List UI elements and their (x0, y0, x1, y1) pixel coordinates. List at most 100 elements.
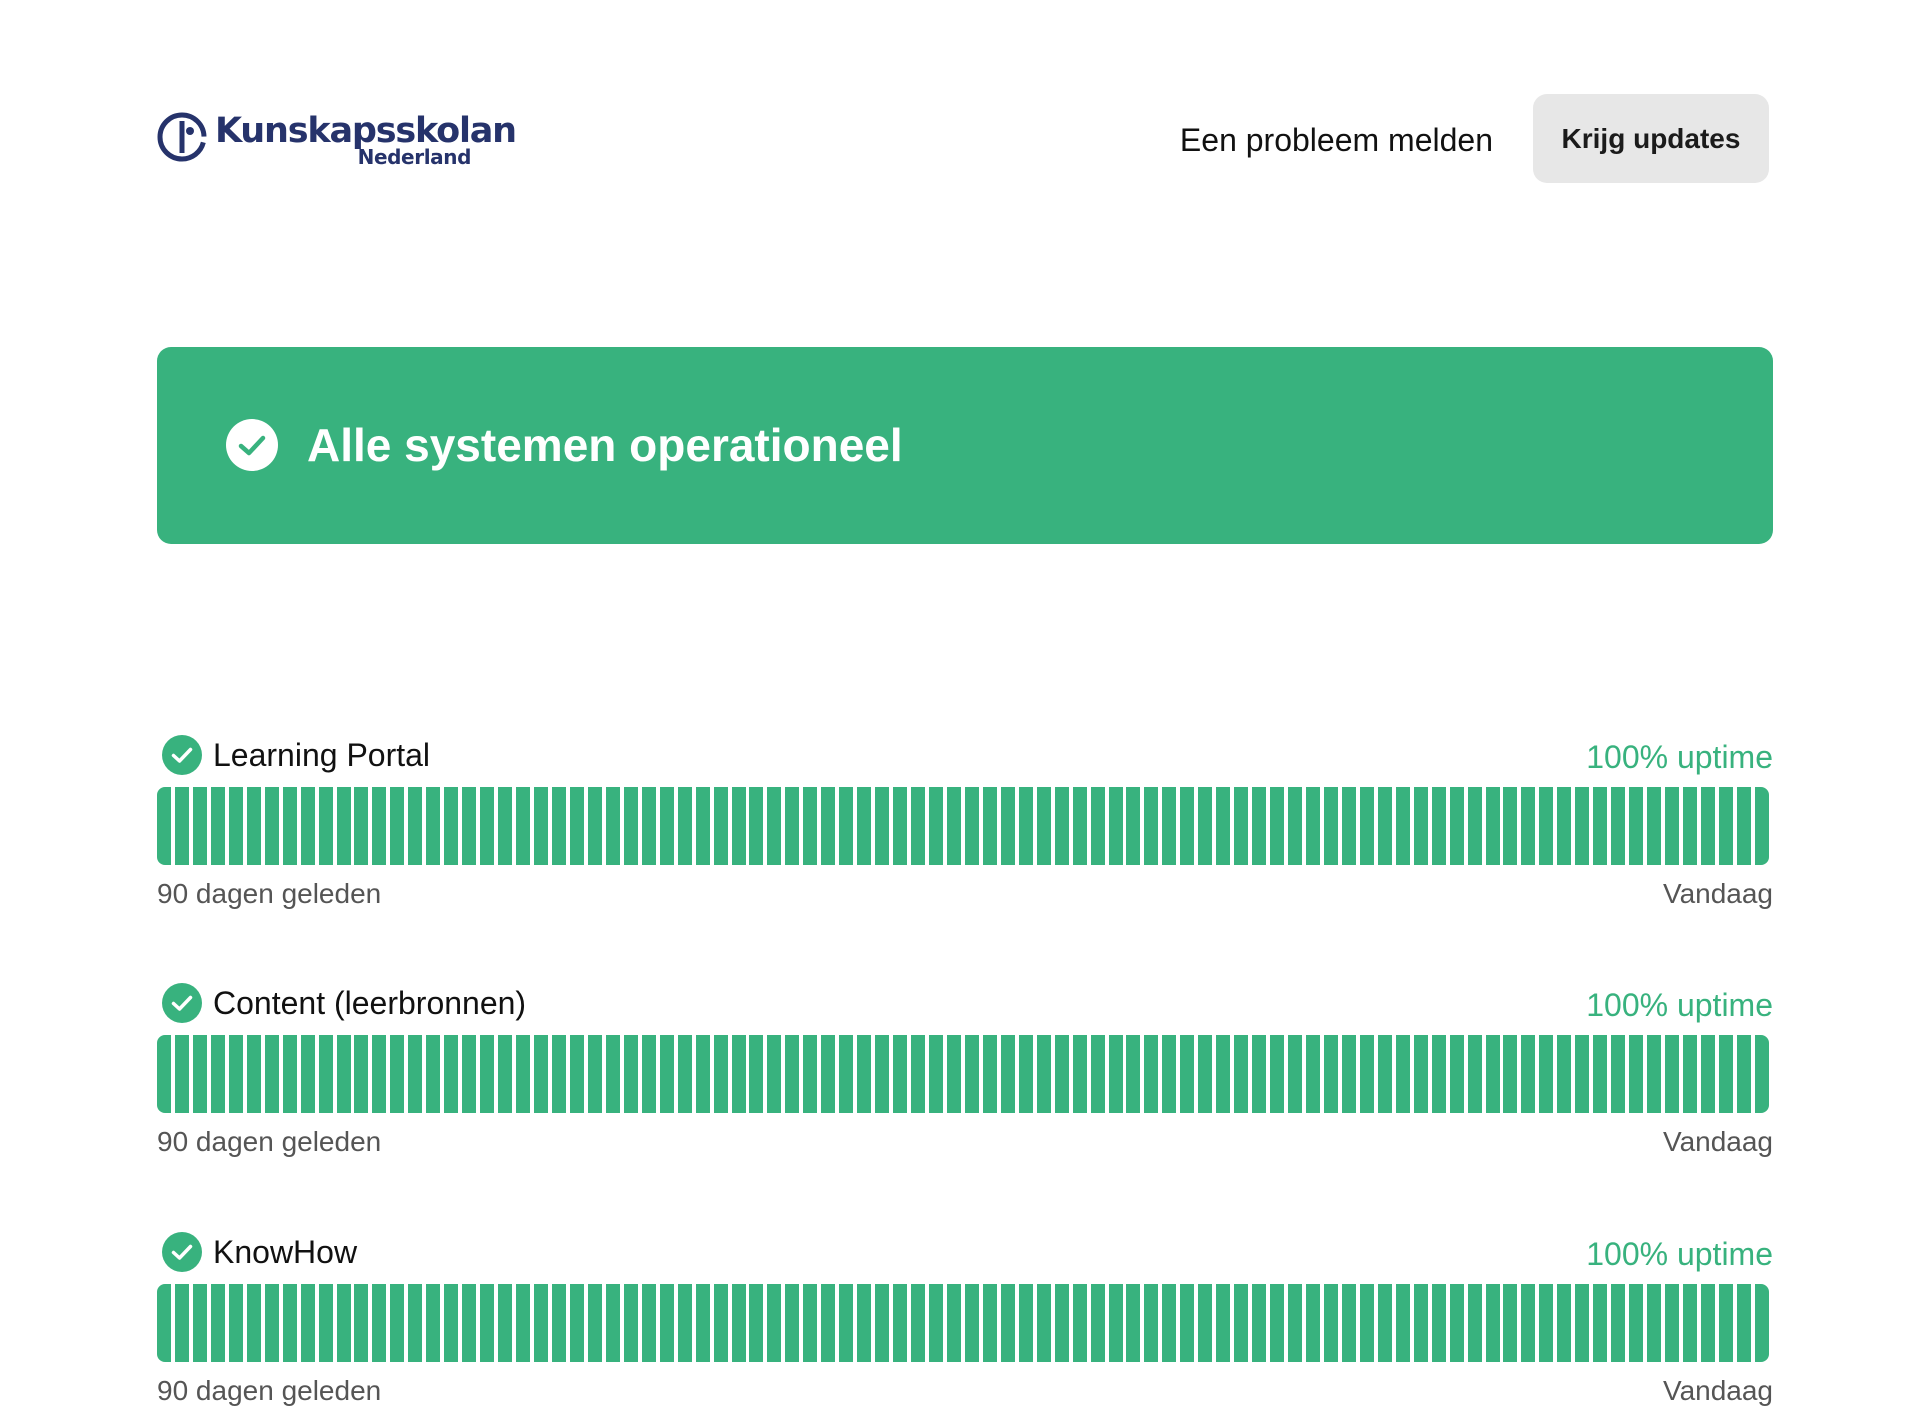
uptime-day-bar[interactable] (1736, 787, 1751, 865)
uptime-day-bar[interactable] (1431, 1284, 1446, 1362)
uptime-day-bar[interactable] (875, 1284, 890, 1362)
uptime-day-bar[interactable] (767, 787, 782, 865)
uptime-day-bar[interactable] (1467, 787, 1482, 865)
uptime-day-bar[interactable] (1216, 1284, 1231, 1362)
uptime-day-bar[interactable] (318, 1284, 333, 1362)
uptime-day-bar[interactable] (1000, 1284, 1015, 1362)
uptime-day-bar[interactable] (1413, 1035, 1428, 1113)
uptime-day-bar[interactable] (1144, 1284, 1159, 1362)
uptime-day-bar[interactable] (1647, 1284, 1662, 1362)
uptime-day-bar[interactable] (1144, 1035, 1159, 1113)
uptime-day-bar[interactable] (1629, 787, 1644, 865)
uptime-day-bar[interactable] (1162, 787, 1177, 865)
uptime-day-bar[interactable] (246, 787, 261, 865)
uptime-day-bar[interactable] (1377, 787, 1392, 865)
uptime-day-bar[interactable] (426, 787, 441, 865)
uptime-day-bar[interactable] (569, 1035, 584, 1113)
uptime-day-bar[interactable] (174, 1035, 189, 1113)
uptime-day-bar[interactable] (1000, 1035, 1015, 1113)
uptime-day-bar[interactable] (731, 787, 746, 865)
uptime-day-bar[interactable] (1431, 787, 1446, 865)
uptime-day-bar[interactable] (785, 1035, 800, 1113)
uptime-day-bar[interactable] (1359, 1284, 1374, 1362)
uptime-day-bar[interactable] (282, 1284, 297, 1362)
uptime-day-bar[interactable] (1503, 787, 1518, 865)
uptime-day-bar[interactable] (336, 787, 351, 865)
uptime-day-bar[interactable] (695, 1035, 710, 1113)
uptime-day-bar[interactable] (1306, 1035, 1320, 1113)
uptime-day-bar[interactable] (982, 787, 997, 865)
uptime-day-bar[interactable] (1665, 787, 1680, 865)
report-problem-link[interactable]: Een probleem melden (1179, 122, 1493, 158)
uptime-day-bar[interactable] (462, 1284, 477, 1362)
uptime-day-bar[interactable] (1665, 1035, 1680, 1113)
uptime-day-bar[interactable] (1288, 1035, 1303, 1113)
uptime-day-bar[interactable] (1700, 787, 1715, 865)
uptime-day-bar[interactable] (192, 1284, 207, 1362)
uptime-day-bar[interactable] (677, 1035, 692, 1113)
uptime-day-bar[interactable] (803, 787, 818, 865)
uptime-day-bar[interactable] (1539, 1035, 1554, 1113)
uptime-day-bar[interactable] (587, 1035, 602, 1113)
uptime-day-bar[interactable] (1700, 1035, 1715, 1113)
uptime-day-bar[interactable] (1521, 787, 1536, 865)
uptime-day-bar[interactable] (1449, 787, 1464, 865)
uptime-day-bar[interactable] (1090, 1035, 1105, 1113)
uptime-day-bar[interactable] (1700, 1284, 1715, 1362)
uptime-day-bar[interactable] (1611, 787, 1626, 865)
uptime-day-bar[interactable] (1036, 1035, 1051, 1113)
uptime-day-bar[interactable] (1575, 1035, 1590, 1113)
uptime-day-bar[interactable] (695, 1284, 710, 1362)
uptime-day-bar[interactable] (857, 787, 872, 865)
uptime-day-bar[interactable] (551, 1035, 566, 1113)
uptime-day-bar[interactable] (713, 1035, 728, 1113)
uptime-day-bar[interactable] (1306, 787, 1320, 865)
uptime-day-bar[interactable] (964, 1284, 979, 1362)
uptime-day-bar[interactable] (1234, 787, 1249, 865)
uptime-day-bar[interactable] (928, 1035, 943, 1113)
uptime-day-bar[interactable] (659, 787, 674, 865)
brand-logo[interactable]: Kunskapsskolan Nederland (157, 111, 517, 169)
uptime-day-bar[interactable] (839, 787, 854, 865)
uptime-day-bar[interactable] (659, 1035, 674, 1113)
uptime-day-bar[interactable] (1449, 1035, 1464, 1113)
uptime-day-bar[interactable] (444, 1284, 459, 1362)
uptime-day-bar[interactable] (551, 787, 566, 865)
uptime-day-bar[interactable] (1054, 1035, 1069, 1113)
uptime-day-bar[interactable] (372, 787, 387, 865)
get-updates-button[interactable]: Krijg updates (1533, 94, 1769, 183)
uptime-day-bar[interactable] (911, 787, 926, 865)
uptime-day-bar[interactable] (1736, 1284, 1751, 1362)
uptime-day-bar[interactable] (964, 787, 979, 865)
uptime-day-bar[interactable] (246, 1284, 261, 1362)
uptime-day-bar[interactable] (1754, 1284, 1769, 1362)
uptime-day-bar[interactable] (1485, 1284, 1500, 1362)
uptime-day-bar[interactable] (228, 787, 243, 865)
uptime-day-bar[interactable] (1054, 787, 1069, 865)
uptime-day-bar[interactable] (1754, 1035, 1769, 1113)
uptime-day-bar[interactable] (1072, 1035, 1087, 1113)
uptime-day-bar[interactable] (1629, 1284, 1644, 1362)
uptime-day-bar[interactable] (695, 787, 710, 865)
uptime-day-bar[interactable] (1270, 787, 1285, 865)
uptime-day-bar[interactable] (462, 787, 477, 865)
uptime-day-bar[interactable] (1054, 1284, 1069, 1362)
uptime-day-bar[interactable] (336, 1035, 351, 1113)
uptime-day-bar[interactable] (1395, 1284, 1410, 1362)
uptime-day-bar[interactable] (426, 1284, 441, 1362)
uptime-day-bar[interactable] (623, 787, 638, 865)
uptime-day-bar[interactable] (390, 787, 405, 865)
uptime-day-bar[interactable] (1683, 1284, 1698, 1362)
uptime-day-bar[interactable] (300, 787, 315, 865)
uptime-day-bar[interactable] (1395, 1035, 1410, 1113)
uptime-day-bar[interactable] (390, 1035, 405, 1113)
uptime-day-bar[interactable] (964, 1035, 979, 1113)
uptime-day-bar[interactable] (1126, 787, 1141, 865)
uptime-day-bar[interactable] (1557, 787, 1572, 865)
uptime-day-bar[interactable] (749, 1035, 764, 1113)
uptime-day-bar[interactable] (839, 1035, 854, 1113)
uptime-day-bar[interactable] (1665, 1284, 1680, 1362)
uptime-day-bar[interactable] (516, 787, 531, 865)
uptime-day-bar[interactable] (839, 1284, 854, 1362)
uptime-day-bar[interactable] (498, 1284, 513, 1362)
